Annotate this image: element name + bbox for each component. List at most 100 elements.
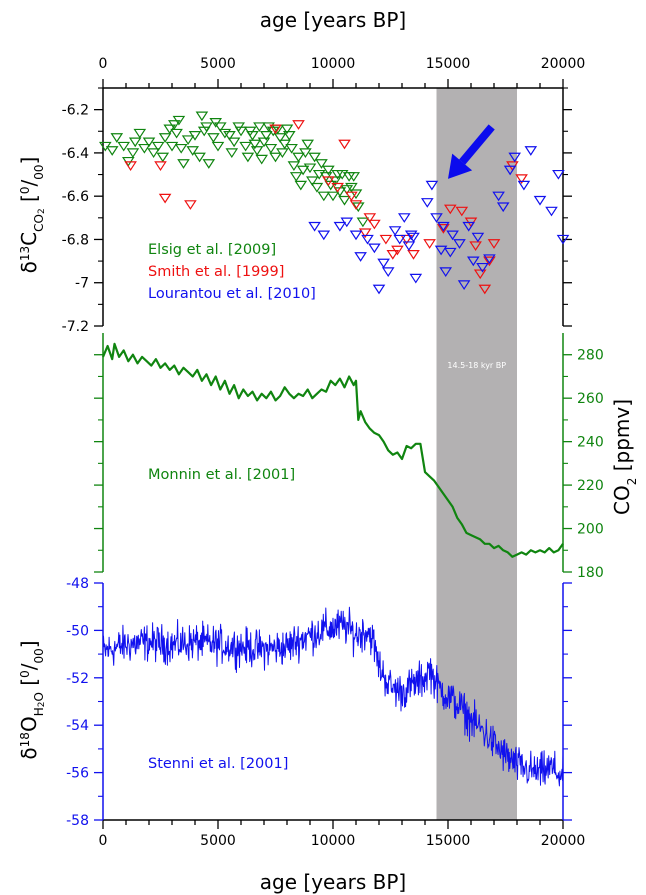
d13C-y-tick-label: -7.2 bbox=[62, 319, 89, 335]
scatter-point-series-1 bbox=[338, 139, 351, 150]
scatter-point-series-2 bbox=[524, 146, 538, 156]
co2-y-axis-title: CO2 [ppmv] bbox=[610, 399, 639, 515]
top-x-tick-label: 20000 bbox=[541, 56, 586, 72]
scatter-point-series-0 bbox=[255, 154, 269, 165]
scatter-point-series-2 bbox=[496, 202, 510, 213]
scatter-point-series-2 bbox=[462, 221, 476, 232]
scatter-point-series-2 bbox=[397, 213, 411, 223]
scatter-point-series-2 bbox=[430, 213, 443, 223]
scatter-point-series-0 bbox=[200, 122, 213, 133]
scatter-point-series-0 bbox=[326, 191, 340, 202]
bottom-x-tick-label: 0 bbox=[99, 833, 108, 849]
scatter-point-series-2 bbox=[492, 191, 505, 202]
scatter-point-series-1 bbox=[483, 256, 496, 267]
scatter-point-series-0 bbox=[223, 131, 236, 141]
scatter-point-series-0 bbox=[356, 217, 370, 228]
d18O-y-tick-label: -50 bbox=[66, 623, 89, 639]
scatter-point-series-2 bbox=[402, 241, 416, 252]
scatter-point-series-0 bbox=[347, 172, 361, 182]
scatter-point-series-1 bbox=[349, 200, 363, 210]
scatter-point-series-0 bbox=[188, 131, 202, 141]
scatter-point-series-0 bbox=[170, 128, 183, 139]
scatter-point-series-1 bbox=[269, 124, 282, 135]
scatter-point-series-0 bbox=[110, 133, 124, 143]
scatter-point-series-2 bbox=[381, 267, 395, 278]
scatter-point-series-1 bbox=[407, 250, 420, 260]
scatter-point-series-0 bbox=[345, 182, 358, 193]
scatter-point-series-0 bbox=[126, 148, 140, 159]
scatter-point-series-2 bbox=[503, 165, 517, 176]
scatter-point-series-2 bbox=[453, 239, 466, 249]
scatter-point-series-0 bbox=[308, 152, 321, 163]
scatter-point-series-2 bbox=[388, 226, 402, 236]
scatter-point-series-0 bbox=[296, 165, 310, 176]
scatter-point-series-0 bbox=[167, 120, 181, 130]
scatter-point-series-0 bbox=[213, 122, 227, 133]
scatter-point-series-2 bbox=[545, 206, 558, 217]
scatter-point-series-0 bbox=[269, 152, 282, 163]
scatter-point-series-2 bbox=[393, 234, 407, 245]
scatter-point-series-0 bbox=[227, 137, 241, 148]
scatter-point-series-2 bbox=[333, 221, 347, 232]
scatter-point-series-0 bbox=[186, 146, 200, 156]
scatter-point-series-0 bbox=[340, 185, 354, 195]
scatter-point-series-2 bbox=[349, 230, 363, 241]
d18O-y-tick-label: -54 bbox=[66, 718, 89, 734]
d13C-y-tick-label: -6.8 bbox=[62, 232, 89, 248]
scatter-point-series-0 bbox=[257, 137, 271, 148]
scatter-point-series-2 bbox=[437, 221, 450, 232]
top-x-tick-label: 15000 bbox=[426, 56, 471, 72]
scatter-point-series-2 bbox=[354, 252, 367, 262]
legend-stenni: Stenni et al. [2001] bbox=[148, 756, 288, 772]
scatter-point-series-1 bbox=[379, 234, 393, 245]
top-x-tick-label: 10000 bbox=[311, 56, 356, 72]
arrow-shaft bbox=[459, 124, 495, 165]
scatter-point-series-1 bbox=[363, 213, 377, 223]
co2-series-line bbox=[101, 342, 564, 558]
d13C-y-tick-label: -6.6 bbox=[62, 189, 89, 205]
scatter-point-series-0 bbox=[305, 176, 319, 187]
scatter-point-series-0 bbox=[338, 195, 351, 206]
scatter-point-series-0 bbox=[259, 131, 273, 141]
scatter-point-series-1 bbox=[345, 191, 358, 202]
highlight-span bbox=[436, 88, 517, 820]
scatter-point-series-0 bbox=[117, 141, 131, 152]
scatter-point-series-2 bbox=[420, 198, 434, 208]
scatter-point-series-0 bbox=[195, 111, 209, 122]
scatter-point-series-2 bbox=[446, 230, 459, 241]
scatter-point-series-0 bbox=[172, 115, 186, 126]
scatter-point-series-0 bbox=[138, 143, 151, 154]
CO2-y-tick-label: 180 bbox=[577, 565, 604, 581]
scatter-point-series-0 bbox=[207, 133, 220, 143]
scatter-point-series-1 bbox=[391, 245, 404, 256]
bottom-x-axis-title: age [years BP] bbox=[260, 870, 406, 894]
legend-smith: Smith et al. [1999] bbox=[148, 264, 284, 280]
scatter-point-series-0 bbox=[264, 143, 278, 154]
scatter-point-series-2 bbox=[476, 262, 489, 273]
scatter-point-series-0 bbox=[276, 148, 289, 159]
scatter-point-series-1 bbox=[423, 239, 436, 249]
scatter-point-series-2 bbox=[552, 169, 565, 180]
scatter-point-series-0 bbox=[349, 189, 363, 200]
scatter-point-series-0 bbox=[294, 180, 308, 191]
scatter-point-series-0 bbox=[225, 148, 239, 159]
scatter-point-series-2 bbox=[372, 284, 386, 295]
scatter-point-series-0 bbox=[246, 131, 259, 141]
scatter-point-series-0 bbox=[181, 135, 195, 146]
scatter-point-series-0 bbox=[174, 143, 188, 154]
scatter-point-series-0 bbox=[241, 152, 255, 163]
scatter-point-series-0 bbox=[211, 141, 225, 152]
legend-elsig: Elsig et al. [2009] bbox=[148, 242, 276, 258]
scatter-point-series-2 bbox=[368, 243, 381, 254]
scatter-point-series-0 bbox=[248, 139, 262, 150]
scatter-point-series-0 bbox=[142, 137, 156, 148]
d18O-y-tick-label: -52 bbox=[66, 671, 89, 687]
scatter-point-series-2 bbox=[308, 221, 321, 232]
scatter-point-series-1 bbox=[478, 284, 492, 295]
scatter-point-series-2 bbox=[508, 152, 522, 163]
scatter-point-series-0 bbox=[273, 133, 287, 143]
scatter-point-series-1 bbox=[400, 234, 413, 245]
scatter-point-series-0 bbox=[301, 139, 315, 150]
scatter-point-series-0 bbox=[253, 122, 266, 133]
bottom-x-tick-label: 20000 bbox=[541, 833, 586, 849]
